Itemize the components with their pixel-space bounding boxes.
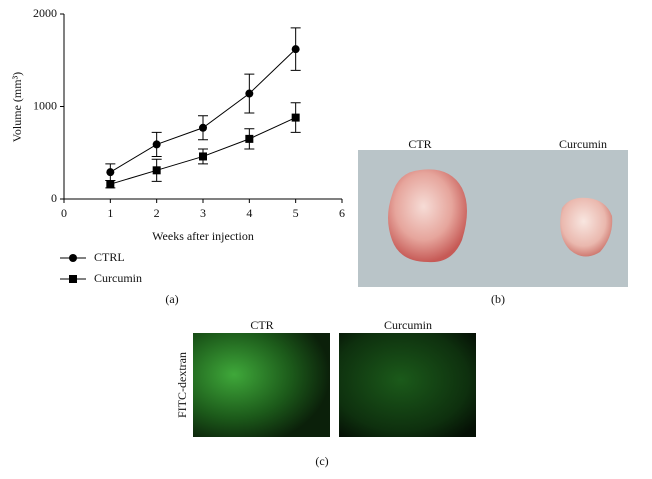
data-point bbox=[106, 168, 115, 177]
photo-title: Curcumin bbox=[559, 137, 607, 151]
line-chart: Volume (mm³) Weeks after injection 0 1000… bbox=[10, 6, 345, 285]
x-tick-label: 0 bbox=[61, 206, 67, 220]
x-tick-label: 2 bbox=[154, 206, 160, 220]
panel-label: (a) bbox=[165, 292, 178, 306]
panel-label: (c) bbox=[315, 454, 328, 468]
data-point bbox=[291, 113, 300, 122]
data-point bbox=[199, 123, 207, 132]
data-point bbox=[291, 45, 300, 54]
data-point bbox=[152, 166, 161, 175]
data-point bbox=[245, 134, 254, 143]
fluorescence-image bbox=[339, 333, 476, 437]
legend-label: CTRL bbox=[94, 250, 125, 264]
data-point bbox=[106, 180, 115, 189]
y-axis-label: Volume (mm³) bbox=[10, 72, 24, 142]
x-tick-label: 3 bbox=[200, 206, 206, 220]
y-tick-label: 2000 bbox=[33, 6, 57, 20]
legend-label: Curcumin bbox=[94, 271, 142, 285]
tumor-ctr bbox=[388, 169, 467, 263]
x-tick-label: 5 bbox=[293, 206, 299, 220]
y-tick-label: 0 bbox=[51, 191, 57, 205]
image-title: Curcumin bbox=[384, 318, 432, 332]
x-tick-label: 6 bbox=[339, 206, 345, 220]
legend-marker bbox=[69, 275, 77, 283]
x-axis-label: Weeks after injection bbox=[152, 229, 254, 243]
image-title: CTR bbox=[250, 318, 273, 332]
panel-label: (b) bbox=[491, 292, 505, 306]
tumor-curcumin bbox=[560, 197, 613, 257]
data-point bbox=[199, 152, 207, 161]
tumor-photo bbox=[358, 150, 628, 287]
legend-marker bbox=[69, 254, 77, 262]
x-tick-label: 1 bbox=[107, 206, 113, 220]
data-point bbox=[152, 140, 161, 149]
y-tick-label: 1000 bbox=[33, 98, 57, 112]
photo-title: CTR bbox=[408, 137, 431, 151]
fluorescence-image bbox=[193, 333, 330, 437]
row-label: FITC-dextran bbox=[175, 352, 189, 418]
x-tick-label: 4 bbox=[246, 206, 252, 220]
data-point bbox=[245, 89, 254, 98]
